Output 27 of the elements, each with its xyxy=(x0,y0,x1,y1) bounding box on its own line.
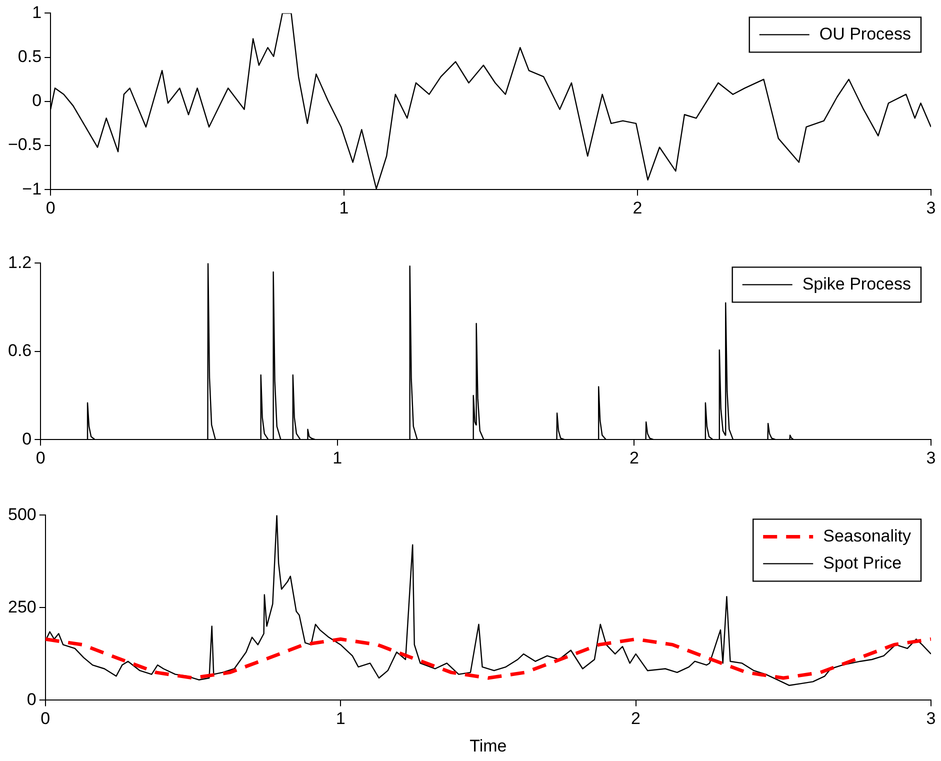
x-tick-label: 2 xyxy=(629,448,639,468)
y-tick-label: 250 xyxy=(8,597,36,616)
x-axis-title: Time xyxy=(470,736,507,756)
legend-label: OU Process xyxy=(819,24,912,44)
legend-label: Seasonality xyxy=(823,526,912,546)
y-tick-label: 500 xyxy=(8,504,36,524)
y-tick-label: 0 xyxy=(22,429,32,448)
y-tick-label: 0.6 xyxy=(8,341,32,360)
y-tick-label: 0.5 xyxy=(18,46,42,66)
x-tick-label: 3 xyxy=(926,709,936,728)
x-tick-label: 0 xyxy=(46,198,56,218)
y-tick-label: 1 xyxy=(32,2,42,22)
y-tick-label: 0 xyxy=(32,91,42,110)
y-tick-label: −0.5 xyxy=(8,135,42,154)
y-tick-label: 0 xyxy=(26,690,36,709)
y-tick-label: 1.2 xyxy=(8,252,32,272)
x-tick-label: 3 xyxy=(926,198,936,218)
legend-label: Spot Price xyxy=(823,553,902,572)
legend-label: Spike Process xyxy=(802,274,912,294)
x-tick-label: 2 xyxy=(632,198,642,218)
y-tick-label: −1 xyxy=(22,179,42,198)
x-tick-label: 2 xyxy=(631,709,641,728)
x-tick-label: 1 xyxy=(339,198,349,218)
x-tick-label: 3 xyxy=(926,448,936,468)
x-tick-label: 1 xyxy=(336,709,346,728)
line-series xyxy=(45,637,931,680)
x-tick-label: 1 xyxy=(332,448,342,468)
